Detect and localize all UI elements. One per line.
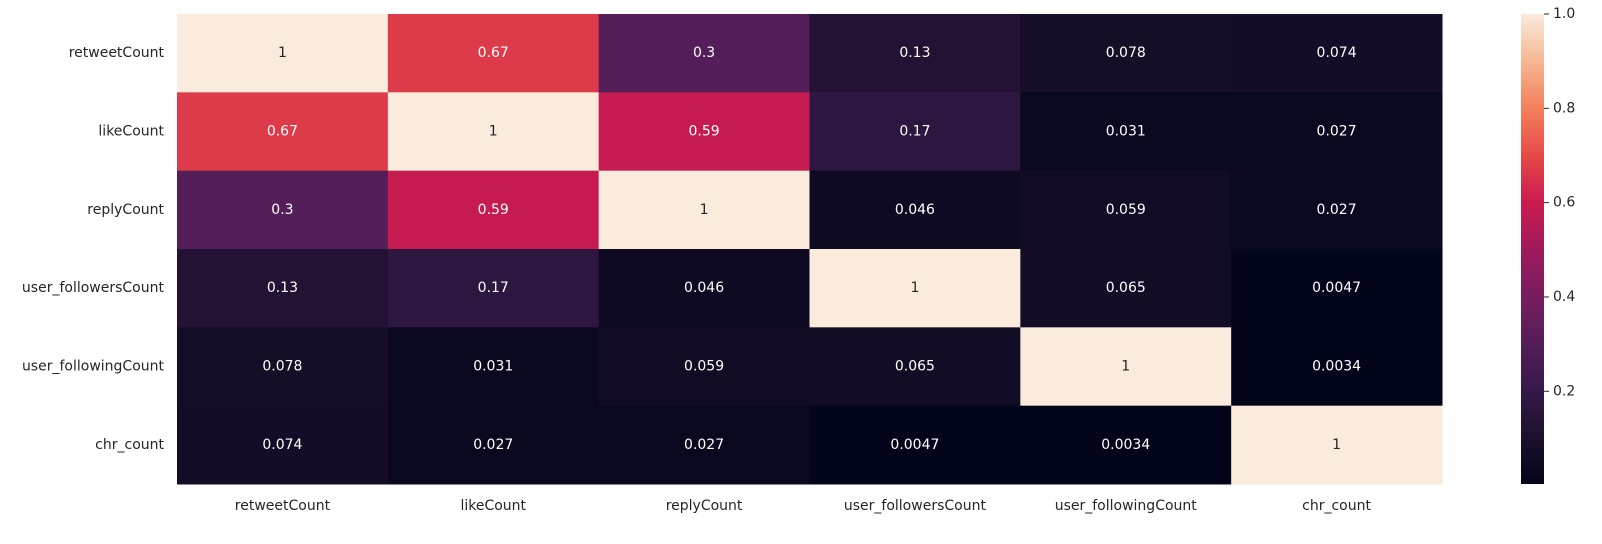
heatmap-cell-4-4	[1020, 327, 1232, 407]
heatmap-cell-5-1	[387, 405, 600, 485]
heatmap-cell-label-2-3: 0.046	[895, 202, 935, 218]
row-label-1: likeCount	[98, 124, 164, 140]
heatmap-cell-label-1-0: 0.67	[267, 124, 298, 140]
heatmap-cell-3-1	[387, 249, 600, 328]
heatmap-cell-2-2	[598, 170, 810, 250]
heatmap-cell-3-3	[809, 249, 1021, 328]
heatmap-cell-label-1-4: 0.031	[1106, 124, 1146, 140]
column-label-1: likeCount	[460, 498, 526, 514]
heatmap-cell-2-3	[809, 170, 1021, 250]
heatmap-cell-1-1	[387, 92, 600, 172]
heatmap-cell-label-0-0: 1	[278, 45, 287, 61]
heatmap-cell-0-2	[598, 14, 810, 93]
heatmap-cell-label-1-1: 1	[489, 124, 498, 140]
row-label-3: user_followersCount	[22, 280, 165, 296]
heatmap-cell-label-4-3: 0.065	[895, 359, 935, 375]
heatmap-cell-label-0-3: 0.13	[899, 45, 930, 61]
heatmap-cell-1-3	[809, 92, 1021, 172]
heatmap-cell-label-4-5: 0.0034	[1312, 359, 1361, 375]
heatmap-cell-label-1-3: 0.17	[899, 124, 930, 140]
heatmap-cell-2-1	[387, 170, 600, 250]
heatmap-cell-label-0-5: 0.074	[1317, 45, 1357, 61]
heatmap-cell-label-3-3: 1	[910, 280, 919, 296]
heatmap-cell-label-2-5: 0.027	[1317, 202, 1357, 218]
column-label-0: retweetCount	[235, 498, 331, 514]
heatmap-cell-label-2-1: 0.59	[478, 202, 509, 218]
colorbar-gradient	[1521, 14, 1544, 484]
heatmap-cell-4-0	[177, 327, 389, 407]
heatmap-cell-label-5-3: 0.0047	[890, 437, 939, 453]
heatmap-cell-5-3	[809, 405, 1021, 485]
heatmap-cell-0-0	[177, 14, 389, 93]
colorbar-tick-label-2: 0.6	[1553, 195, 1575, 211]
heatmap-cell-3-4	[1020, 249, 1232, 328]
heatmap-cell-label-4-1: 0.031	[473, 359, 513, 375]
heatmap-cell-3-5	[1231, 249, 1443, 328]
colorbar-ticks: 0.2 0.4 0.6 0.8 1.0	[1544, 6, 1575, 399]
heatmap-cell-label-3-0: 0.13	[267, 280, 298, 296]
heatmap-cell-label-0-1: 0.67	[478, 45, 509, 61]
heatmap-cell-label-1-2: 0.59	[688, 124, 719, 140]
heatmap-cell-labels: 1 0.67 0.3 0.13 0.078 0.074 0.67 1 0.59 0.17 0.031…	[262, 45, 1361, 453]
heatmap-cell-1-4	[1020, 92, 1232, 172]
heatmap-cell-1-2	[598, 92, 810, 172]
heatmap-cell-2-5	[1231, 170, 1443, 250]
heatmap-cell-label-3-2: 0.046	[684, 280, 724, 296]
heatmap-cell-label-5-0: 0.074	[262, 437, 302, 453]
heatmap-cell-0-4	[1020, 14, 1232, 93]
heatmap-cells	[177, 14, 1443, 485]
row-label-5: chr_count	[95, 437, 164, 453]
heatmap-cell-0-5	[1231, 14, 1443, 93]
heatmap-cell-label-2-2: 1	[700, 202, 709, 218]
heatmap-row-labels: retweetCount likeCount replyCount user_foll…	[22, 45, 165, 453]
heatmap-cell-5-0	[177, 405, 389, 485]
colorbar: 0.2 0.4 0.6 0.8 1.0	[1521, 6, 1575, 484]
column-label-5: chr_count	[1302, 498, 1371, 514]
heatmap-cell-0-1	[387, 14, 600, 93]
heatmap-cell-label-5-4: 0.0034	[1101, 437, 1150, 453]
row-label-4: user_followingCount	[22, 359, 165, 375]
heatmap-cell-5-2	[598, 405, 810, 485]
heatmap-cell-label-2-4: 0.059	[1106, 202, 1146, 218]
heatmap-cell-2-0	[177, 170, 389, 250]
heatmap-cell-3-2	[598, 249, 810, 328]
heatmap-cell-label-4-2: 0.059	[684, 359, 724, 375]
column-label-3: user_followersCount	[844, 498, 987, 514]
heatmap-cell-1-0	[177, 92, 389, 172]
heatmap-cell-label-2-0: 0.3	[271, 202, 293, 218]
heatmap-cell-3-0	[177, 249, 389, 328]
heatmap-cell-label-0-2: 0.3	[693, 45, 715, 61]
heatmap-cell-5-4	[1020, 405, 1232, 485]
heatmap-cell-label-1-5: 0.027	[1317, 124, 1357, 140]
colorbar-tick-label-3: 0.8	[1553, 100, 1575, 116]
row-label-2: replyCount	[87, 202, 164, 218]
row-label-0: retweetCount	[69, 45, 165, 61]
heatmap-cell-label-4-4: 1	[1121, 359, 1130, 375]
heatmap-cell-label-3-5: 0.0047	[1312, 280, 1361, 296]
heatmap-cell-1-5	[1231, 92, 1443, 172]
heatmap-cell-label-5-2: 0.027	[684, 437, 724, 453]
column-label-2: replyCount	[666, 498, 743, 514]
colorbar-tick-label-0: 0.2	[1553, 383, 1575, 399]
heatmap-cell-4-3	[809, 327, 1021, 407]
heatmap-cell-label-3-1: 0.17	[478, 280, 509, 296]
heatmap-cell-4-2	[598, 327, 810, 407]
heatmap-cell-4-5	[1231, 327, 1443, 407]
heatmap-cell-0-3	[809, 14, 1021, 93]
heatmap-cell-label-5-5: 1	[1332, 437, 1341, 453]
heatmap-cell-2-4	[1020, 170, 1232, 250]
heatmap-cell-label-5-1: 0.027	[473, 437, 513, 453]
heatmap-cell-label-0-4: 0.078	[1106, 45, 1146, 61]
heatmap-column-labels: retweetCount likeCount replyCount user_foll…	[235, 498, 1372, 514]
column-label-4: user_followingCount	[1055, 498, 1198, 514]
heatmap-cell-4-1	[387, 327, 600, 407]
colorbar-tick-label-4: 1.0	[1553, 6, 1575, 22]
heatmap-cell-label-3-4: 0.065	[1106, 280, 1146, 296]
colorbar-tick-label-1: 0.4	[1553, 289, 1575, 305]
heatmap-cell-5-5	[1231, 405, 1443, 485]
heatmap-cell-label-4-0: 0.078	[262, 359, 302, 375]
